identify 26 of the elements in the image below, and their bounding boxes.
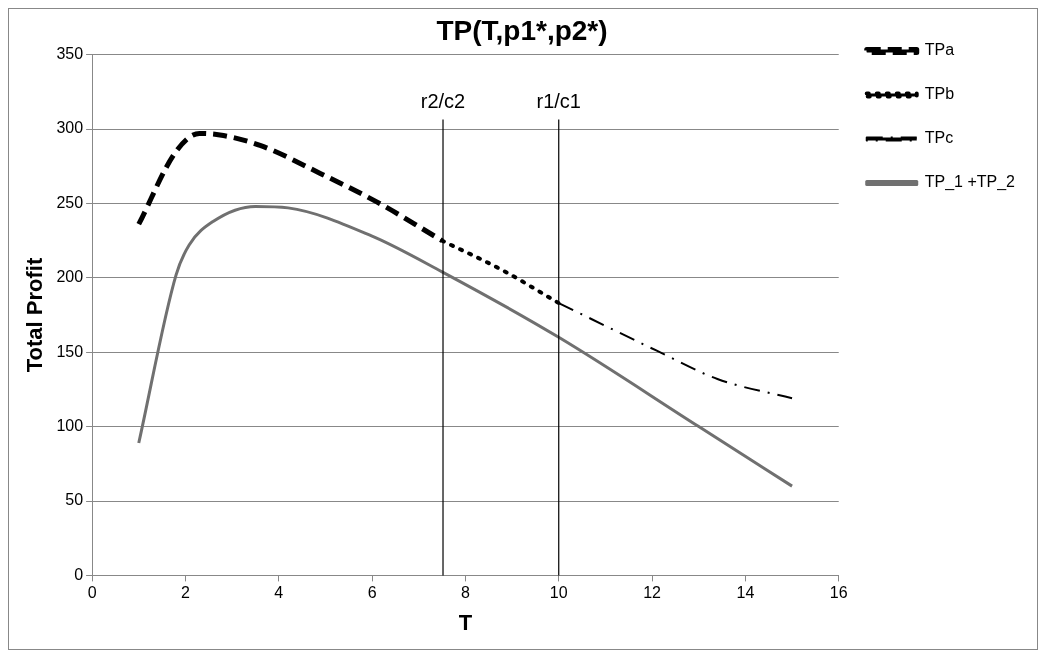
legend-label: TP_1 +TP_2 [924,173,1016,192]
ref-line-label: r2/c2 [420,90,466,113]
legend-label: TPc [924,129,954,147]
ref-line-label: r1/c1 [536,90,581,113]
x-tick-label: 4 [274,584,284,602]
x-tick-label: 16 [829,584,848,602]
y-tick-label: 200 [56,268,84,286]
y-tick-label: 150 [56,342,84,360]
x-tick-label: 8 [460,584,470,602]
x-tick-label: 0 [87,584,97,602]
y-tick-label: 50 [65,491,84,509]
chart-title: TP(T,p1*,p2*) [436,14,608,46]
legend-label: TPb [924,85,955,103]
x-tick-label: 14 [736,584,755,602]
x-tick-label: 2 [180,584,190,602]
y-tick-label: 250 [56,193,84,211]
x-axis-title: T [458,609,473,635]
y-tick-label: 0 [74,565,84,583]
y-axis-title: Total Profit [22,257,48,373]
y-tick-label: 100 [56,417,84,435]
x-tick-label: 10 [549,584,568,602]
x-tick-label: 6 [367,584,377,602]
x-tick-label: 12 [643,584,662,602]
y-tick-label: 350 [56,45,84,63]
legend-label: TPa [924,41,955,59]
y-tick-label: 300 [56,119,84,137]
